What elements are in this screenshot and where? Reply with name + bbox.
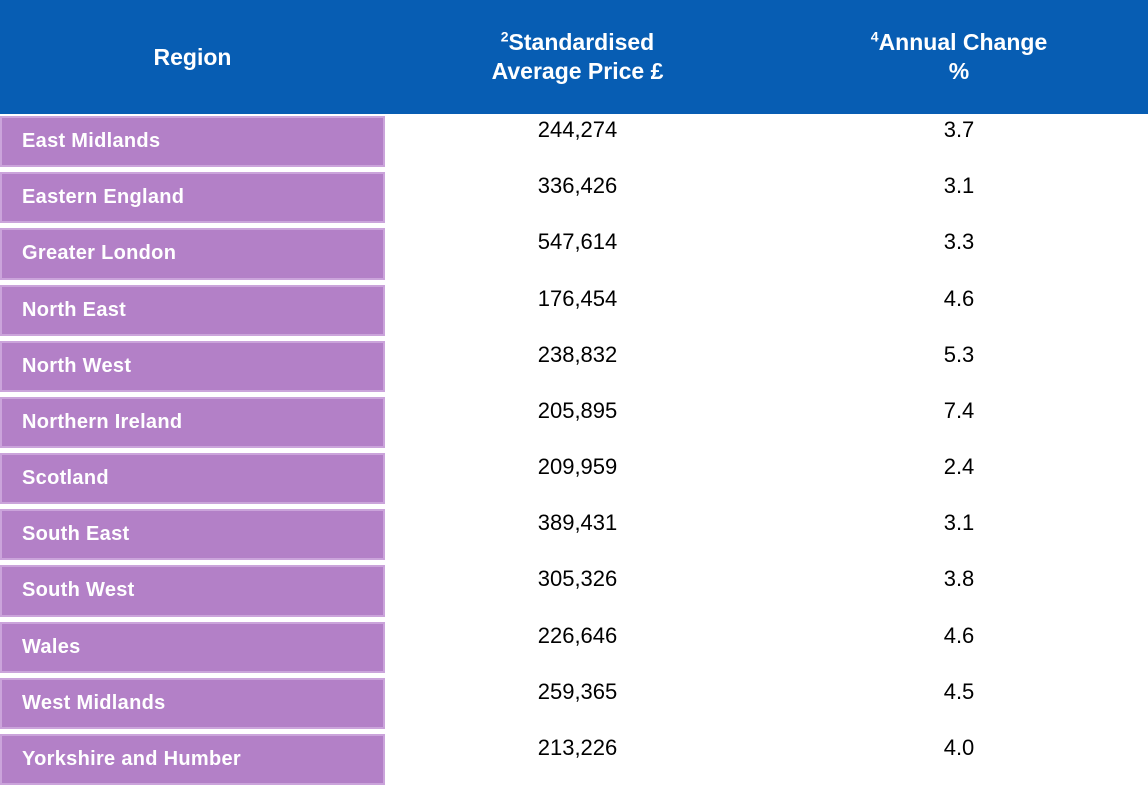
region-cell: Scotland	[0, 453, 385, 505]
change-cell: 4.6	[943, 622, 975, 648]
region-cell: South West	[0, 565, 385, 617]
change-cell: 3.1	[943, 510, 975, 536]
price-cell: 305,326	[537, 566, 618, 592]
price-cell: 213,226	[537, 734, 618, 760]
region-cell: East Midlands	[0, 116, 385, 168]
table-row: Yorkshire and Humber 213,226 4.0	[0, 732, 1148, 788]
region-cell: Greater London	[0, 228, 385, 280]
change-cell: 2.4	[943, 454, 975, 479]
price-cell: 336,426	[537, 173, 618, 199]
table-row: Eastern England 336,426 3.1	[0, 170, 1148, 226]
change-cell: 3.3	[943, 229, 975, 255]
region-cell: Wales	[0, 621, 385, 673]
region-label: North West	[22, 354, 132, 377]
change-cell: 4.5	[943, 678, 975, 704]
table-row: Wales 226,646 4.6	[0, 620, 1148, 676]
change-cell: 3.7	[943, 117, 975, 142]
region-label: Eastern England	[22, 186, 185, 209]
region-cell: Northern Ireland	[0, 396, 385, 448]
table-row: Greater London 547,614 3.3	[0, 226, 1148, 282]
column-header-price-line2: Average Price £	[491, 58, 664, 84]
region-label: East Midlands	[22, 130, 161, 153]
region-cell: Yorkshire and Humber	[0, 733, 385, 785]
region-label: Northern Ireland	[22, 410, 183, 433]
table-row: West Midlands 259,365 4.5	[0, 676, 1148, 732]
table-header-row: Region 2Standardised Average Price £ 4An…	[0, 0, 1148, 114]
column-header-region-label: Region	[153, 43, 232, 70]
region-label: North East	[22, 298, 127, 321]
column-header-change-line1: 4Annual Change	[770, 28, 1148, 57]
column-header-change-text: Annual Change	[878, 29, 1048, 55]
price-cell: 238,832	[537, 341, 618, 367]
column-header-change: 4Annual Change %	[770, 28, 1148, 86]
region-label: Yorkshire and Humber	[22, 747, 242, 770]
column-header-price: 2Standardised Average Price £	[385, 28, 770, 86]
column-header-region: Region	[0, 43, 385, 72]
region-label: South West	[22, 579, 135, 602]
region-cell: North West	[0, 340, 385, 392]
table-row: East Midlands 244,274 3.7	[0, 114, 1148, 170]
price-cell: 176,454	[537, 285, 618, 311]
change-cell: 4.6	[943, 285, 975, 311]
price-cell: 205,895	[537, 397, 618, 423]
change-cell: 4.0	[943, 734, 975, 760]
column-header-change-line2: %	[948, 58, 970, 84]
price-cell: 389,431	[537, 510, 618, 536]
region-label: West Midlands	[22, 691, 166, 714]
price-cell: 209,959	[537, 454, 618, 479]
footnote-marker-price: 2	[500, 28, 509, 45]
region-label: Wales	[22, 635, 81, 658]
region-cell: West Midlands	[0, 677, 385, 729]
region-label: Scotland	[22, 467, 109, 490]
region-label: South East	[22, 523, 130, 546]
table-body: East Midlands 244,274 3.7 Eastern Englan…	[0, 114, 1148, 788]
change-cell: 5.3	[943, 341, 975, 367]
region-cell: South East	[0, 509, 385, 561]
price-cell: 259,365	[537, 678, 618, 704]
price-cell: 547,614	[537, 229, 618, 255]
column-header-price-line1: 2Standardised	[385, 28, 770, 57]
region-cell: North East	[0, 284, 385, 336]
table-row: South West 305,326 3.8	[0, 563, 1148, 619]
table-row: South East 389,431 3.1	[0, 507, 1148, 563]
region-cell: Eastern England	[0, 172, 385, 224]
table-row: Northern Ireland 205,895 7.4	[0, 395, 1148, 451]
column-header-price-text: Standardised	[508, 29, 655, 55]
footnote-marker-change: 4	[870, 28, 879, 45]
change-cell: 3.1	[943, 173, 975, 199]
change-cell: 3.8	[943, 566, 975, 592]
region-label: Greater London	[22, 242, 177, 265]
price-cell: 226,646	[537, 622, 618, 648]
price-cell: 244,274	[537, 117, 618, 142]
change-cell: 7.4	[943, 397, 975, 423]
table-row: Scotland 209,959 2.4	[0, 451, 1148, 507]
table-row: North West 238,832 5.3	[0, 339, 1148, 395]
table-row: North East 176,454 4.6	[0, 283, 1148, 339]
